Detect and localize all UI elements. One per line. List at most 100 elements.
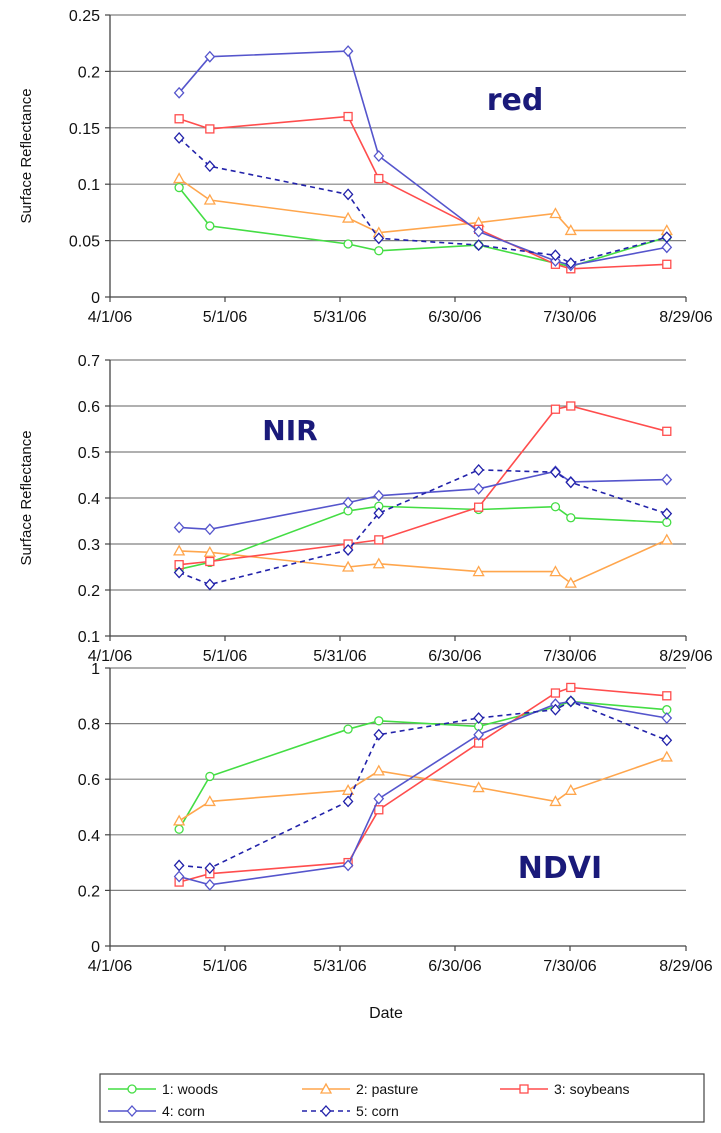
data-point [549, 795, 562, 807]
series-2-pasture [173, 172, 673, 238]
series-line-4-corn [179, 470, 667, 531]
data-point [372, 764, 385, 776]
y-tick-label: 0.5 [78, 445, 100, 462]
data-point [550, 404, 561, 414]
data-point [173, 86, 185, 99]
x-tick-label: 4/1/06 [88, 648, 133, 665]
x-tick-label: 5/31/06 [313, 648, 366, 665]
data-point [205, 221, 215, 231]
y-tick-label: 0.2 [78, 64, 100, 81]
x-tick-label: 8/29/06 [659, 648, 712, 665]
x-tick-label: 5/1/06 [203, 958, 248, 975]
y-tick-label: 0.1 [78, 177, 100, 194]
data-point [373, 232, 385, 245]
y-tick-label: 0.7 [78, 353, 100, 370]
data-point [373, 150, 385, 162]
y-axis-title: Surface Reflectance [18, 430, 35, 565]
y-tick-label: 0.15 [69, 121, 100, 138]
data-point [342, 859, 354, 872]
x-tick-label: 6/30/06 [428, 648, 481, 665]
series-5-corn [173, 463, 673, 591]
series-line-1-woods [178, 187, 668, 268]
data-point [205, 771, 215, 782]
data-point [566, 513, 576, 523]
data-point [173, 859, 185, 872]
y-tick-label: 0.2 [78, 583, 100, 600]
legend-label: 2: pasture [356, 1081, 418, 1097]
y-tick-label: 0.6 [78, 399, 100, 416]
x-tick-label: 5/31/06 [313, 309, 366, 326]
data-point [174, 182, 184, 193]
series-1-woods [174, 501, 672, 574]
series-line-4-corn [178, 50, 667, 267]
data-point [661, 734, 673, 747]
data-point [342, 496, 354, 509]
y-tick-label: 0 [91, 290, 100, 307]
y-tick-label: 0.4 [78, 491, 100, 508]
data-point [373, 728, 385, 741]
y-tick-label: 0.8 [78, 717, 100, 734]
data-point [662, 426, 672, 436]
data-point [174, 824, 184, 834]
data-point [661, 473, 673, 486]
y-tick-label: 0.05 [69, 234, 100, 251]
legend-marker-icon [519, 1084, 529, 1094]
series-2-pasture [173, 750, 673, 826]
data-point [662, 259, 672, 269]
data-point [205, 556, 215, 567]
legend-label: 4: corn [162, 1103, 205, 1119]
x-tick-label: 8/29/06 [659, 958, 712, 975]
series-line-1-woods [178, 700, 667, 830]
data-point [565, 257, 577, 270]
legend-label: 3: soybeans [554, 1081, 630, 1097]
data-point [374, 805, 384, 815]
data-point [550, 703, 561, 716]
y-tick-label: 0.2 [78, 883, 100, 900]
legend-marker-icon [126, 1105, 138, 1117]
data-point [173, 131, 185, 144]
series-1-woods [174, 696, 672, 834]
data-point [473, 463, 485, 476]
data-point [373, 507, 385, 520]
data-point [473, 239, 485, 252]
legend: 1: woods 2: pasture 3: soybeans 4: corn 5: c… [99, 1073, 705, 1123]
data-point [341, 211, 355, 223]
data-point [204, 878, 216, 891]
y-tick-label: 0.4 [78, 828, 100, 845]
data-point [341, 783, 355, 795]
data-point [660, 750, 673, 762]
data-point [473, 728, 485, 741]
legend-entry-1-woods: 1: woods [108, 1081, 218, 1097]
data-point [342, 544, 354, 556]
legend-entry-3-soybeans: 3: soybeans [500, 1081, 630, 1097]
data-point [473, 502, 484, 512]
data-point [173, 172, 186, 184]
data-point [660, 533, 673, 545]
data-point [662, 691, 672, 701]
series-2-pasture [173, 533, 673, 588]
x-tick-label: 7/30/06 [543, 958, 596, 975]
x-tick-label: 4/1/06 [88, 958, 133, 975]
data-point [473, 712, 485, 725]
y-tick-label: 0 [91, 939, 100, 956]
panel-label-ndvi: NDVI [518, 851, 602, 886]
legend-entry-4-corn: 4: corn [108, 1103, 205, 1119]
data-point [342, 45, 354, 58]
chart-panel-red: 0 0.05 0.1 0.15 0.2 0.25 4/1/06 5/1/06 5/31/06 6/… [18, 8, 713, 326]
x-tick-label: 8/29/06 [659, 309, 712, 326]
y-axis-title: Surface Reflectance [18, 88, 35, 223]
y-tick-label: 0.1 [78, 629, 100, 646]
data-point [173, 566, 185, 579]
data-point [566, 682, 576, 693]
data-point [204, 523, 216, 536]
data-point [472, 565, 485, 577]
chart-panel-nir: 0.1 0.2 0.3 0.4 0.5 0.6 0.7 4/1/06 5/1/06 5/31/06… [18, 353, 713, 665]
data-point [203, 545, 216, 557]
y-tick-label: 0.25 [69, 8, 100, 25]
legend-entry-5-corn: 5: corn [302, 1103, 399, 1119]
x-axis-title: Date [369, 1005, 403, 1022]
data-point [549, 565, 562, 577]
data-point [661, 712, 673, 725]
